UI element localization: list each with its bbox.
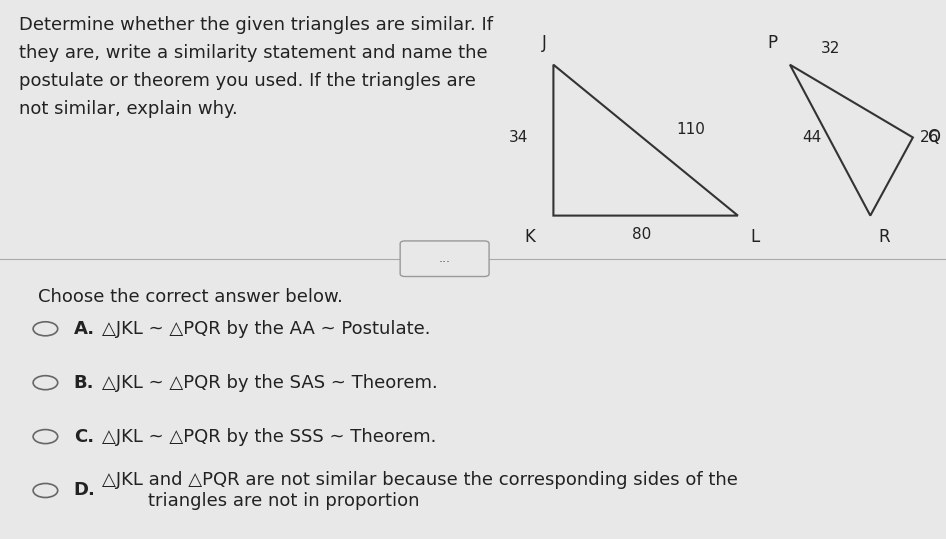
Text: 26: 26 [920, 130, 938, 145]
Text: P: P [768, 34, 778, 52]
Text: 44: 44 [802, 130, 821, 145]
Text: △JKL ~ △PQR by the SAS ~ Theorem.: △JKL ~ △PQR by the SAS ~ Theorem. [102, 374, 438, 392]
Text: 80: 80 [632, 227, 651, 242]
Text: Q: Q [927, 128, 940, 147]
Text: J: J [541, 34, 547, 52]
Text: △JKL and △PQR are not similar because the corresponding sides of the
        tri: △JKL and △PQR are not similar because th… [102, 471, 738, 510]
Text: △JKL ~ △PQR by the SSS ~ Theorem.: △JKL ~ △PQR by the SSS ~ Theorem. [102, 427, 436, 446]
Text: △JKL ~ △PQR by the AA ~ Postulate.: △JKL ~ △PQR by the AA ~ Postulate. [102, 320, 430, 338]
Text: 32: 32 [821, 41, 840, 56]
Text: C.: C. [74, 427, 94, 446]
Text: Determine whether the given triangles are similar. If
they are, write a similari: Determine whether the given triangles ar… [19, 16, 493, 118]
Text: 34: 34 [509, 130, 528, 145]
Text: 110: 110 [676, 122, 706, 137]
Text: B.: B. [74, 374, 95, 392]
FancyBboxPatch shape [400, 241, 489, 277]
Text: ...: ... [439, 252, 450, 265]
Text: A.: A. [74, 320, 95, 338]
Text: Choose the correct answer below.: Choose the correct answer below. [38, 288, 342, 306]
Text: D.: D. [74, 481, 96, 500]
Text: R: R [879, 228, 890, 246]
Text: K: K [524, 228, 535, 246]
Text: L: L [750, 228, 760, 246]
